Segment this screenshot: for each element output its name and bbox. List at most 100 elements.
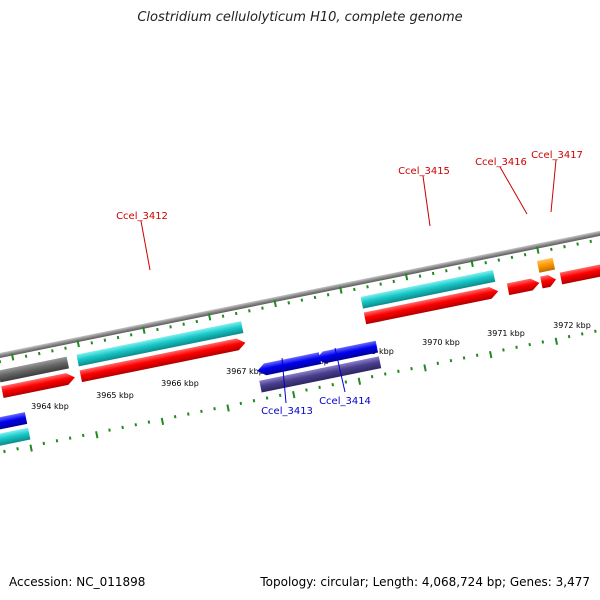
lower-minor-tick <box>528 342 531 347</box>
upper-minor-tick <box>563 245 566 249</box>
lower-minor-tick <box>55 439 59 443</box>
upper-major-tick <box>76 339 80 348</box>
upper-minor-tick <box>64 346 67 350</box>
upper-major-tick <box>142 326 146 334</box>
gene-bar-ccel-3414[interactable] <box>320 356 382 381</box>
upper-minor-tick <box>156 327 159 332</box>
upper-minor-tick <box>195 319 199 324</box>
lower-minor-tick <box>108 428 111 432</box>
cds-arrow-ccel-3412[interactable] <box>79 337 247 383</box>
lower-minor-tick <box>594 329 597 333</box>
upper-minor-tick <box>261 306 264 310</box>
lower-minor-tick <box>383 372 387 376</box>
label-ccel-3412[interactable]: Ccel_3412 <box>116 211 168 222</box>
lower-minor-tick <box>462 356 466 360</box>
leader-ccel-3412 <box>140 220 151 271</box>
lower-minor-tick <box>475 353 479 357</box>
label-ccel-3414[interactable]: Ccel_3414 <box>319 396 371 407</box>
upper-minor-tick <box>458 266 461 270</box>
scale-label: 3972 kbp <box>553 321 591 330</box>
lower-minor-tick <box>81 433 85 438</box>
leader-ccel-3417 <box>550 159 557 213</box>
lower-minor-tick <box>331 383 335 387</box>
upper-minor-tick <box>24 354 28 358</box>
leader-ccel-3413 <box>281 357 287 404</box>
upper-major-tick <box>470 259 474 268</box>
upper-minor-tick <box>169 325 172 329</box>
upper-minor-tick <box>326 293 330 297</box>
cds-arrow-left-edge[interactable] <box>1 372 76 399</box>
cds-arrow-ccel-3415[interactable] <box>363 285 500 325</box>
leader-ccel-3416 <box>499 166 528 215</box>
upper-minor-tick <box>418 274 422 278</box>
leader-ccel-3415 <box>422 175 431 227</box>
lower-minor-tick <box>200 409 203 414</box>
lower-major-tick <box>160 417 165 425</box>
leader-ccel-3414 <box>334 347 346 393</box>
upper-minor-tick <box>392 279 396 284</box>
lower-minor-tick <box>147 420 151 424</box>
pseudo-gene-bar[interactable] <box>0 356 70 383</box>
lower-major-tick <box>423 364 427 372</box>
lower-minor-tick <box>410 366 413 371</box>
lower-minor-tick <box>252 399 256 403</box>
upper-minor-tick <box>576 242 579 246</box>
lower-minor-tick <box>173 415 177 419</box>
scale-label: 3965 kbp <box>96 391 134 400</box>
lower-minor-tick <box>213 407 216 411</box>
upper-minor-tick <box>523 253 527 257</box>
upper-minor-tick <box>589 239 593 244</box>
upper-minor-tick <box>300 298 304 302</box>
scale-label: 3966 kbp <box>161 379 199 388</box>
lower-major-tick <box>292 391 296 399</box>
scale-label: 3970 kbp <box>422 338 460 347</box>
lower-minor-tick <box>265 396 269 400</box>
lower-minor-tick <box>567 334 571 339</box>
gene-bar-left-reverse[interactable] <box>0 427 31 450</box>
lower-tick-track <box>3 329 597 454</box>
gene-bar-ccel-3412[interactable] <box>76 321 244 367</box>
lower-minor-tick <box>515 345 518 349</box>
scale-label: 3971 kbp <box>487 329 525 338</box>
lower-minor-tick <box>134 423 138 427</box>
upper-major-tick <box>339 286 343 294</box>
upper-minor-tick <box>182 322 185 326</box>
upper-minor-tick <box>353 287 356 292</box>
upper-minor-tick <box>484 261 487 265</box>
lower-minor-tick <box>502 348 505 352</box>
upper-minor-tick <box>313 295 317 300</box>
upper-minor-tick <box>366 285 369 289</box>
lower-minor-tick <box>541 340 545 344</box>
cds-arrow-ccel-3414[interactable] <box>315 340 379 365</box>
cds-arrow-right-edge[interactable] <box>559 255 600 285</box>
lower-minor-tick <box>344 380 348 384</box>
cds-arrow-left-reverse[interactable] <box>0 412 28 434</box>
label-ccel-3417[interactable]: Ccel_3417 <box>531 150 583 161</box>
upper-minor-tick <box>431 271 435 276</box>
gene-bar-ccel-3415[interactable] <box>360 269 496 309</box>
genome-summary-text: Topology: circular; Length: 4,068,724 bp… <box>260 575 590 589</box>
upper-minor-tick <box>497 258 501 262</box>
cds-arrow-ccel-3417[interactable] <box>540 274 557 289</box>
label-ccel-3415[interactable]: Ccel_3415 <box>398 166 450 177</box>
scale-label: 3967 kbp <box>226 367 264 376</box>
gene-bar-ccel-3413[interactable] <box>259 367 325 393</box>
lower-minor-tick <box>449 358 453 363</box>
label-ccel-3413[interactable]: Ccel_3413 <box>261 406 313 417</box>
upper-minor-tick <box>287 301 291 305</box>
lower-minor-tick <box>239 401 243 406</box>
upper-minor-tick <box>234 311 238 316</box>
upper-minor-tick <box>510 255 514 260</box>
lower-major-tick <box>95 431 99 439</box>
accession-text: Accession: NC_011898 <box>9 575 146 589</box>
lower-minor-tick <box>121 425 124 430</box>
map-title: Clostridium cellulolyticum H10, complete… <box>137 10 463 25</box>
backbone-line <box>0 220 600 369</box>
lower-minor-tick <box>3 449 6 454</box>
cds-arrow-ccel-3413[interactable] <box>256 352 322 377</box>
rna-bar-ccel-3417[interactable] <box>536 257 556 273</box>
cds-arrow-ccel-3416[interactable] <box>506 277 541 296</box>
label-ccel-3416[interactable]: Ccel_3416 <box>475 157 527 168</box>
scale-label: 3964 kbp <box>31 402 69 411</box>
